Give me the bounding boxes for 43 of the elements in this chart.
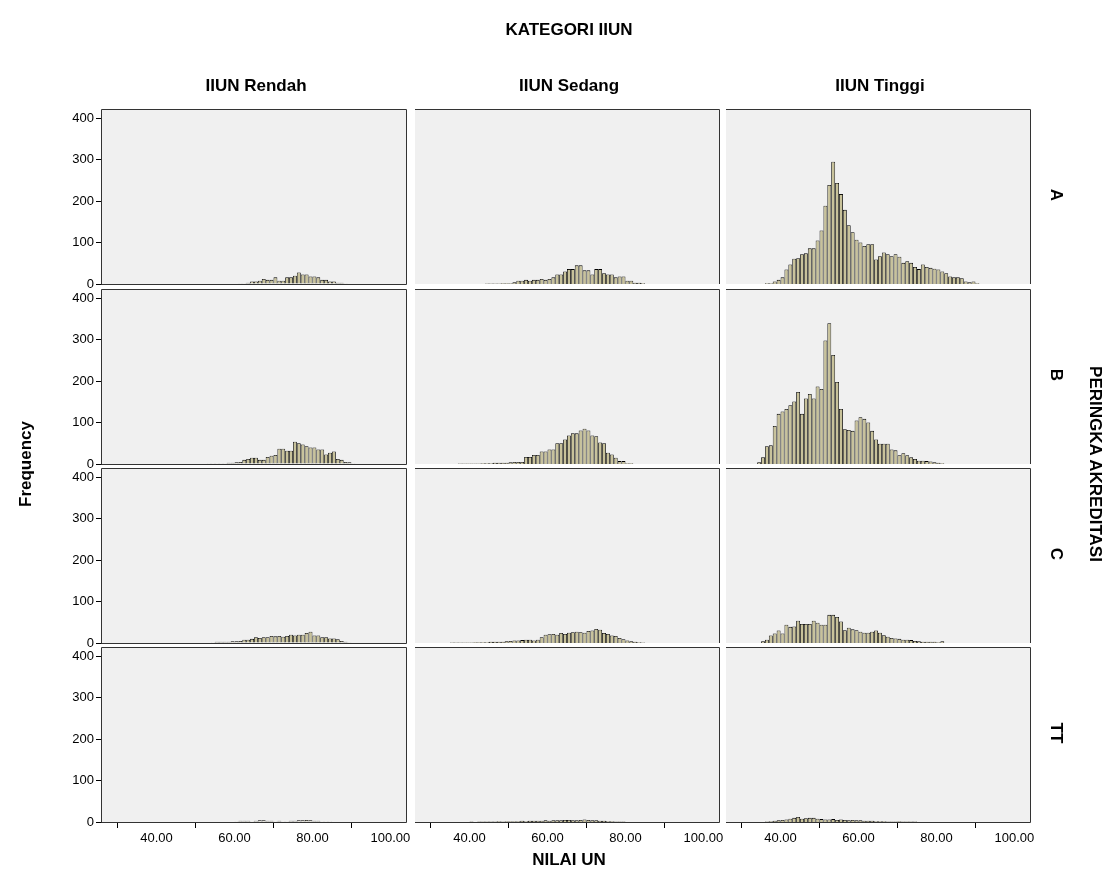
y-tick-label: 300 — [72, 689, 94, 705]
y-tick-label: 300 — [72, 510, 94, 526]
y-tick-label: 100 — [72, 593, 94, 609]
x-tick-label: 100.00 — [370, 830, 411, 846]
y-tick-label: 0 — [86, 455, 94, 471]
x-tick-label: 60.00 — [218, 830, 251, 846]
y-tick-label: 400 — [72, 647, 94, 663]
x-tick-label: 40.00 — [764, 830, 797, 846]
x-tick-label: 100.00 — [994, 830, 1035, 846]
y2-axis-title: TT — [1046, 722, 1066, 744]
y2-axis-title: B — [1046, 368, 1066, 382]
y-tick-label: 0 — [86, 813, 94, 829]
x-tick-label: 80.00 — [609, 830, 642, 846]
x-tick-label: 60.00 — [842, 830, 875, 846]
y-tick-label: 400 — [72, 289, 94, 305]
y-tick-label: 300 — [72, 151, 94, 167]
chart-title: IIUN Rendah — [204, 76, 308, 96]
x-tick-label: 80.00 — [920, 830, 953, 846]
chart-title: IIUN Tinggi — [834, 76, 926, 96]
y-tick-label: 300 — [72, 331, 94, 347]
y-tick-label: 0 — [86, 634, 94, 650]
y-tick-label: 400 — [72, 109, 94, 125]
y2-axis-title: A — [1046, 188, 1066, 202]
y-axis-title: Frequency — [16, 421, 36, 507]
y-tick-label: 200 — [72, 551, 94, 567]
text: PERINGKA AKREDITASI — [1085, 366, 1106, 562]
y-tick-label: 0 — [86, 275, 94, 291]
y-tick-label: 200 — [72, 192, 94, 208]
y2-axis-title: C — [1046, 547, 1066, 561]
x-tick-label: 100.00 — [683, 830, 724, 846]
text: KATEGORI IIUN — [504, 20, 634, 40]
x-axis-title: NILAI UN — [531, 850, 607, 870]
y-tick-label: 100 — [72, 234, 94, 250]
y-tick-label: 100 — [72, 414, 94, 430]
y-tick-label: 200 — [72, 372, 94, 388]
x-tick-label: 60.00 — [531, 830, 564, 846]
x-tick-label: 40.00 — [453, 830, 486, 846]
chart-title: IIUN Sedang — [517, 76, 621, 96]
y-tick-label: 400 — [72, 468, 94, 484]
y-tick-label: 100 — [72, 772, 94, 788]
x-tick-label: 40.00 — [140, 830, 173, 846]
x-tick-label: 80.00 — [296, 830, 329, 846]
y-tick-label: 200 — [72, 730, 94, 746]
